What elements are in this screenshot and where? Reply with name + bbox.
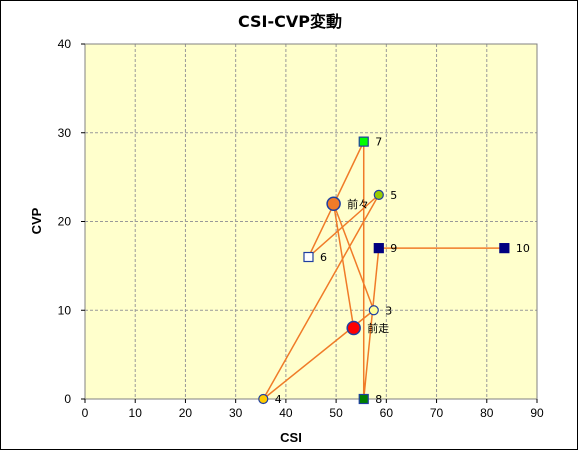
y-tick-label-1: 10 (58, 303, 72, 317)
point-label-8: 9 (390, 242, 397, 255)
marker-7 (358, 393, 369, 405)
point-label-0: 前走 (367, 321, 389, 335)
path-segment-8 (332, 203, 375, 311)
path-segment-6 (262, 194, 380, 400)
x-tick-label-1: 10 (129, 406, 143, 420)
point-label-1: 前々 (347, 197, 369, 211)
trajectory-lines (262, 141, 505, 400)
x-tick-label-8: 80 (480, 406, 494, 420)
y-axis-label: CVP (29, 207, 44, 234)
x-axis-label: CSI (280, 430, 302, 445)
point-label-9: 10 (516, 242, 530, 255)
x-tick-label-2: 20 (179, 406, 193, 420)
x-tick-label-3: 30 (229, 406, 243, 420)
marker-3 (258, 393, 269, 405)
marker-4 (373, 189, 384, 200)
marker-1 (326, 196, 341, 211)
marker-8 (373, 243, 384, 254)
y-tick-label-2: 20 (58, 215, 72, 229)
x-tick-label-0: 0 (82, 406, 89, 420)
x-tick-label-4: 40 (279, 406, 293, 420)
x-tick-label-6: 60 (380, 406, 394, 420)
marker-2 (368, 305, 379, 316)
marker-6 (358, 136, 369, 147)
path-segment-5 (307, 194, 380, 258)
point-labels: 前走 前々 3 4 5 6 7 8 9 10 (275, 136, 530, 406)
point-label-2: 3 (385, 304, 392, 317)
y-tick-label-0: 0 (64, 392, 71, 406)
y-axis-ticks: 0 10 20 30 40 (58, 37, 85, 406)
y-tick-label-4: 40 (58, 37, 72, 51)
point-label-6: 7 (375, 136, 382, 149)
x-tick-label-7: 70 (430, 406, 444, 420)
x-tick-label-9: 90 (530, 406, 544, 420)
marker-5 (303, 251, 314, 263)
point-label-3: 4 (275, 393, 282, 406)
data-markers (258, 136, 510, 405)
path-segment-2 (362, 248, 380, 400)
point-label-7: 8 (375, 393, 382, 406)
point-label-5: 6 (320, 251, 327, 264)
marker-0 (346, 320, 361, 336)
point-label-4: 5 (390, 189, 397, 202)
path-segment-9 (332, 203, 355, 329)
x-tick-label-5: 50 (329, 406, 343, 420)
marker-9 (499, 243, 510, 254)
x-axis-ticks: 0 10 20 30 40 50 60 70 80 90 (82, 399, 544, 420)
y-tick-label-3: 30 (58, 126, 72, 140)
chart-title: CSI-CVP変動 (238, 12, 342, 31)
